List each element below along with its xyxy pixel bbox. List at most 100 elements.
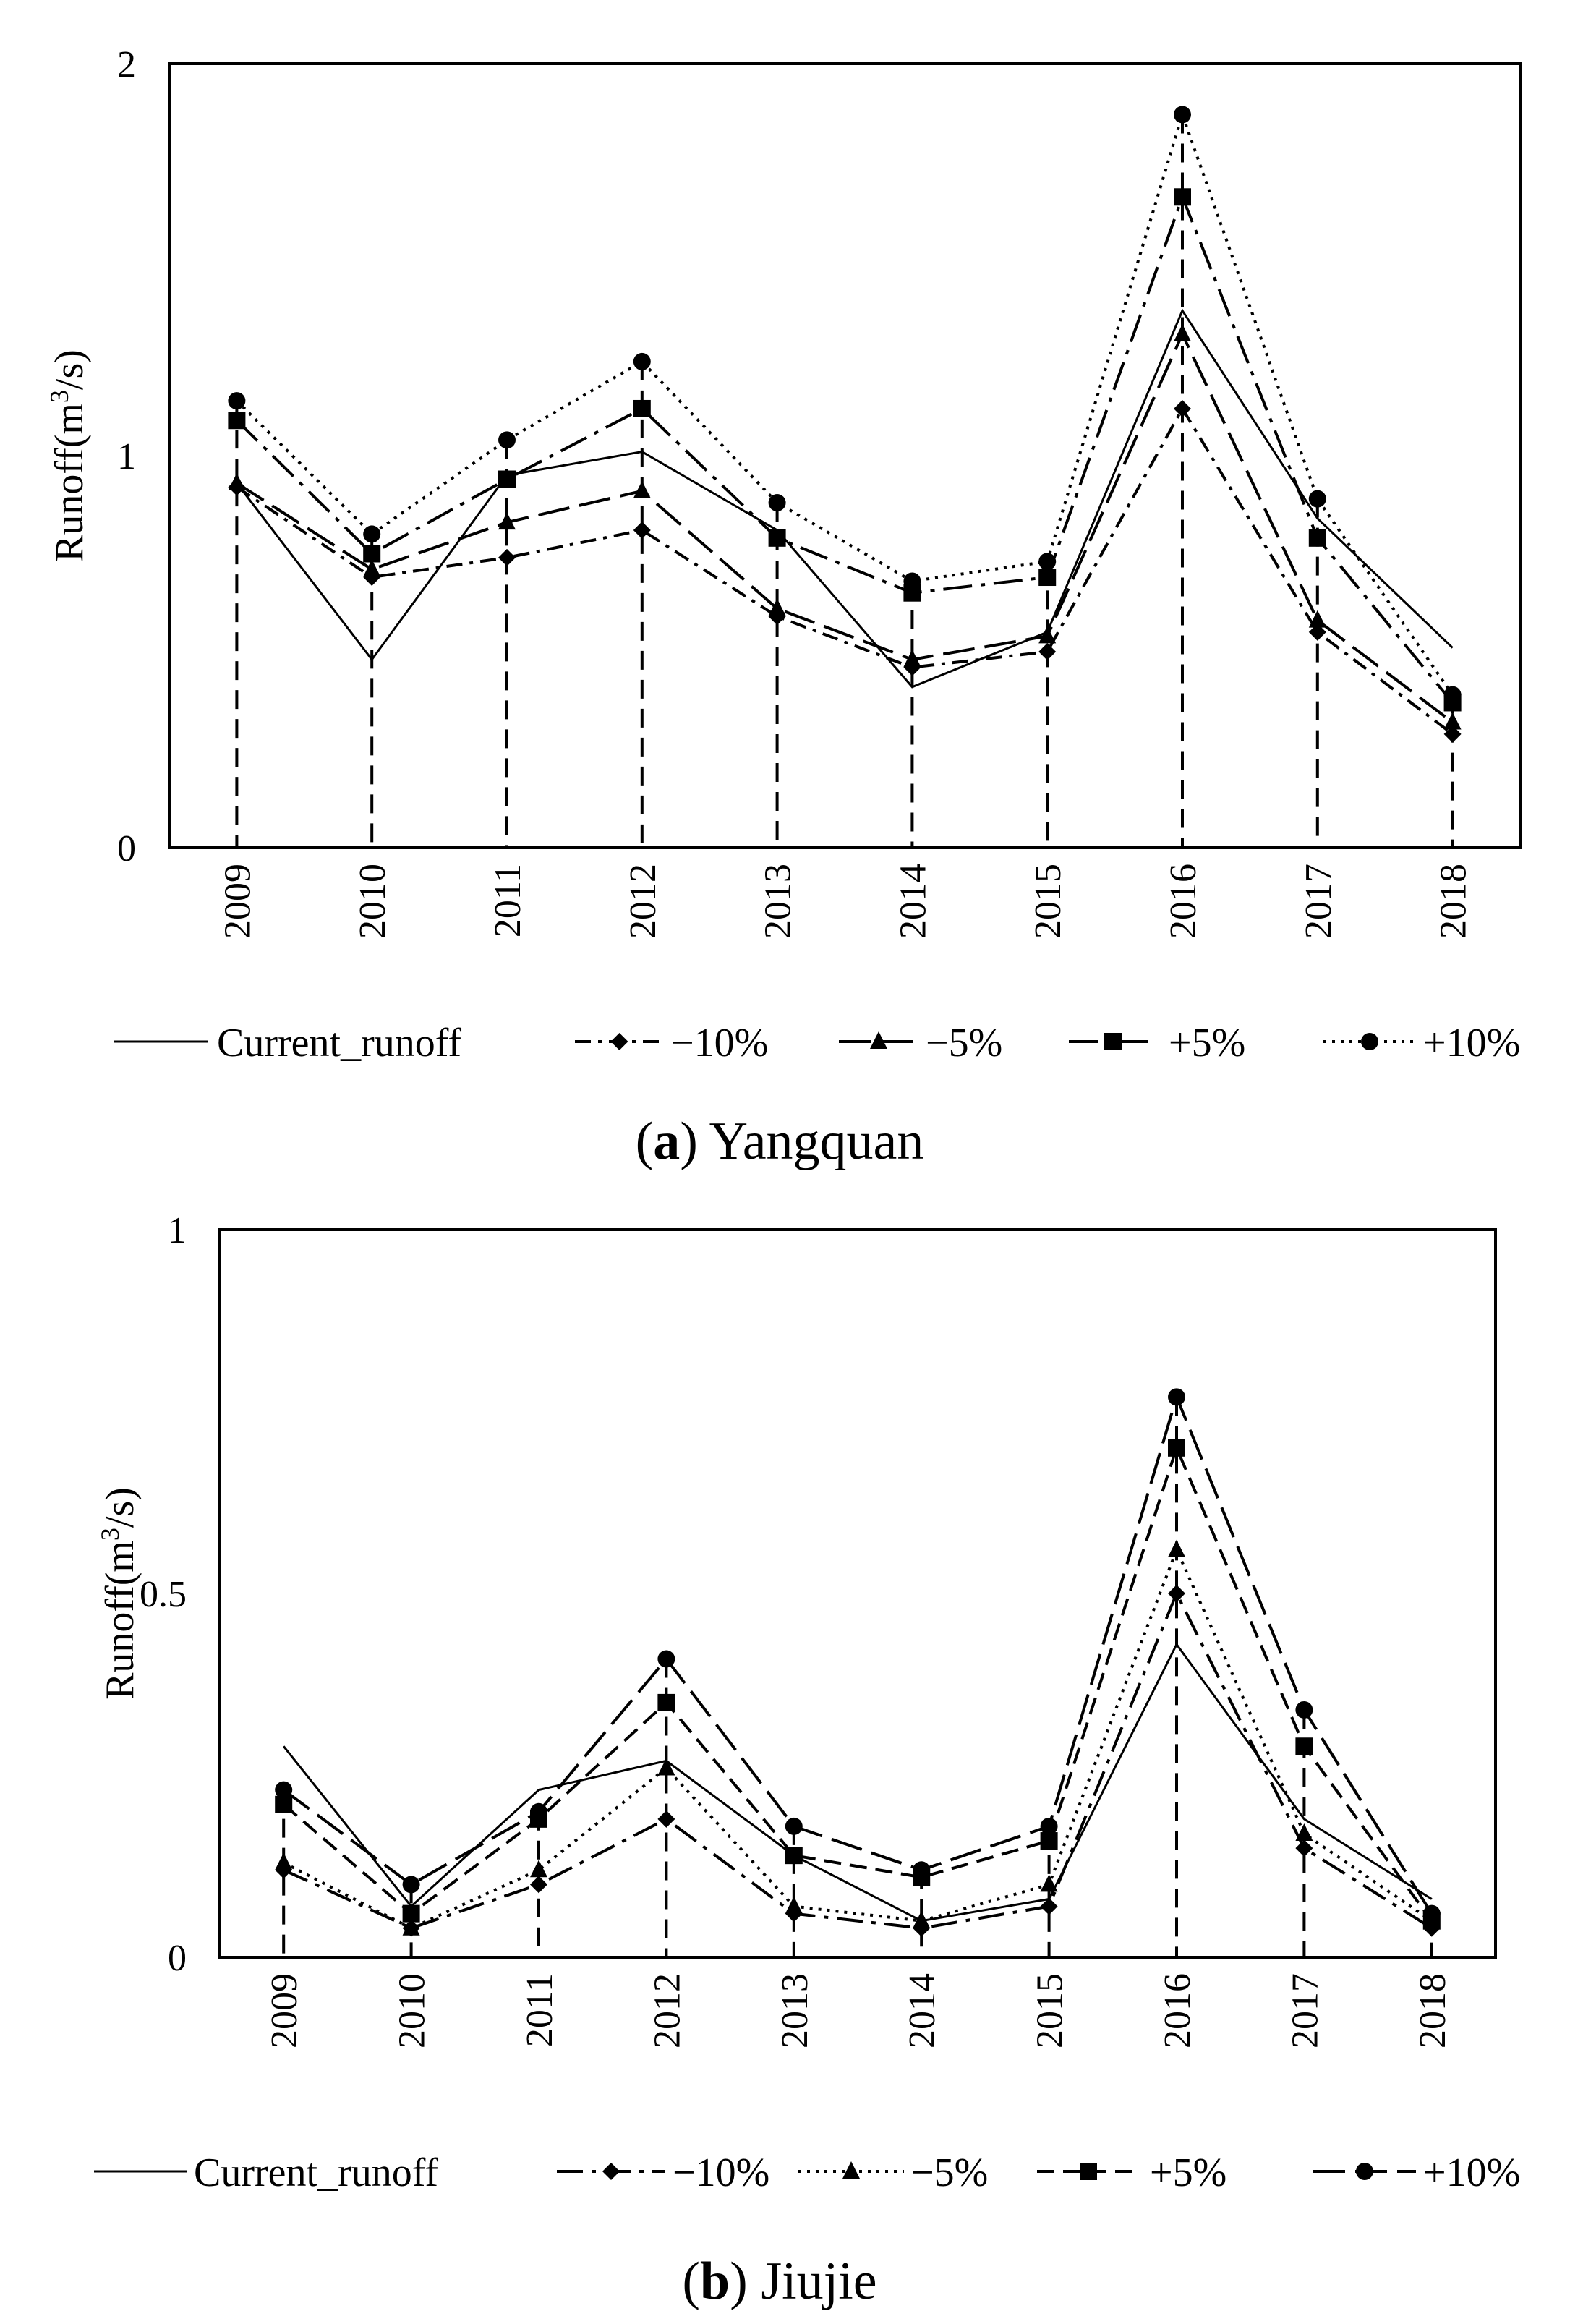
legend-marker (1361, 1033, 1378, 1050)
y-tick-label: 2 (117, 44, 136, 85)
data-point (228, 412, 246, 430)
data-point (657, 1693, 675, 1711)
legend-marker (870, 1031, 887, 1049)
data-point (1174, 188, 1191, 206)
y-axis-label: Runoff(m3/s) (95, 1487, 142, 1700)
data-point (768, 598, 786, 616)
x-tick-label: 2014 (892, 864, 934, 939)
y-tick-label: 0 (117, 828, 136, 869)
x-tick-label: 2018 (1433, 864, 1475, 939)
legend-item: Current_runoff (94, 2150, 438, 2195)
y-tick-label: 0 (168, 1938, 187, 1979)
x-tick-label: 2013 (775, 1973, 816, 2048)
x-tick-label: 2016 (1157, 1973, 1198, 2048)
x-tick-label: 2010 (392, 1973, 433, 2048)
legend-label: Current_runoff (194, 2150, 438, 2195)
legend-item: −10% (557, 2150, 769, 2195)
data-point (903, 572, 921, 590)
legend: Current_runoff −10% −5% +5% +10% (114, 1021, 1520, 1065)
x-tick-label: 2012 (647, 1973, 688, 2048)
data-point (1443, 712, 1462, 730)
data-point (275, 1781, 293, 1799)
data-point (498, 470, 516, 488)
data-point (1040, 1817, 1058, 1835)
data-point (903, 649, 921, 667)
x-tick-label: 2016 (1163, 864, 1204, 939)
data-point (1443, 686, 1462, 704)
data-point (657, 1810, 675, 1828)
legend-label: +10% (1423, 1021, 1520, 1065)
data-point (1040, 1897, 1058, 1915)
data-point (1295, 1839, 1313, 1857)
x-tick-label: 2014 (902, 1973, 943, 2048)
legend-marker (602, 2163, 620, 2180)
data-point (363, 525, 381, 543)
data-point (275, 1852, 293, 1870)
data-point (1308, 529, 1326, 547)
data-point (1295, 1823, 1313, 1841)
data-point (1168, 1585, 1185, 1602)
data-point (402, 1917, 420, 1936)
legend-label: +5% (1150, 2150, 1226, 2195)
data-point (768, 529, 786, 547)
x-tick-label: 2010 (352, 864, 393, 939)
data-point (1168, 1439, 1185, 1457)
y-tick-label: 1 (117, 436, 136, 477)
legend-label: −10% (671, 1021, 768, 1065)
x-tick-label: 2013 (758, 864, 799, 939)
legend-item: Current_runoff (114, 1021, 461, 1065)
legend-item: +5% (1069, 1021, 1245, 1065)
legend-marker (1356, 2163, 1373, 2180)
data-point (228, 392, 246, 410)
chart-jiujie: 0 0.5 1 Runoff(m3/s) 2009 2010 2011 2012 2013 201… (94, 1210, 1520, 2311)
data-point (1038, 553, 1057, 571)
series-4 (275, 1388, 1441, 1923)
x-tick-label: 2018 (1412, 1973, 1454, 2048)
x-tick-label: 2009 (264, 1973, 305, 2048)
plot-frame (218, 1228, 1497, 1959)
data-point (1308, 610, 1326, 628)
data-point (633, 521, 651, 539)
data-point (785, 1896, 803, 1914)
legend-label: −10% (673, 2150, 769, 2195)
data-point (1168, 1388, 1185, 1406)
data-point (402, 1904, 420, 1923)
x-tick-label: 2017 (1298, 864, 1339, 939)
series-line (235, 192, 1454, 704)
data-point (402, 1876, 420, 1894)
series-2 (228, 323, 1462, 730)
data-point (1174, 323, 1191, 341)
data-point (1443, 725, 1462, 743)
x-tick-label: 2015 (1030, 1973, 1071, 2048)
legend-marker (842, 2161, 860, 2179)
data-point (657, 1650, 675, 1668)
data-point (633, 480, 651, 498)
data-point (633, 399, 651, 417)
data-point (498, 431, 516, 449)
series-line (283, 1590, 1433, 1930)
legend-label: −5% (926, 1021, 1002, 1065)
data-point (768, 494, 786, 512)
data-point (785, 1817, 803, 1835)
legend-label: −5% (911, 2150, 988, 2195)
chart-yangquan: 0 1 2 Runoff(m3/s) 2009 2010 2011 2012 2013 2014 2… (45, 44, 1522, 1171)
x-tick-label: 2012 (623, 864, 664, 939)
data-point (1174, 106, 1191, 124)
series-line (283, 1392, 1433, 1915)
data-point (913, 1861, 931, 1879)
data-point (1040, 1874, 1058, 1892)
figure-caption: (b) Jiujie (682, 2252, 876, 2311)
data-point (363, 559, 381, 577)
data-point (1308, 490, 1326, 508)
data-point (498, 512, 516, 530)
x-tick-label: 2015 (1028, 864, 1069, 939)
data-point (530, 1802, 547, 1821)
series-4 (228, 106, 1462, 704)
legend-marker (610, 1033, 628, 1050)
figure-caption: (a) Yangquan (636, 1112, 924, 1171)
data-point (1038, 643, 1057, 660)
series-line (236, 405, 1454, 736)
legend-item: −5% (839, 1021, 1002, 1065)
